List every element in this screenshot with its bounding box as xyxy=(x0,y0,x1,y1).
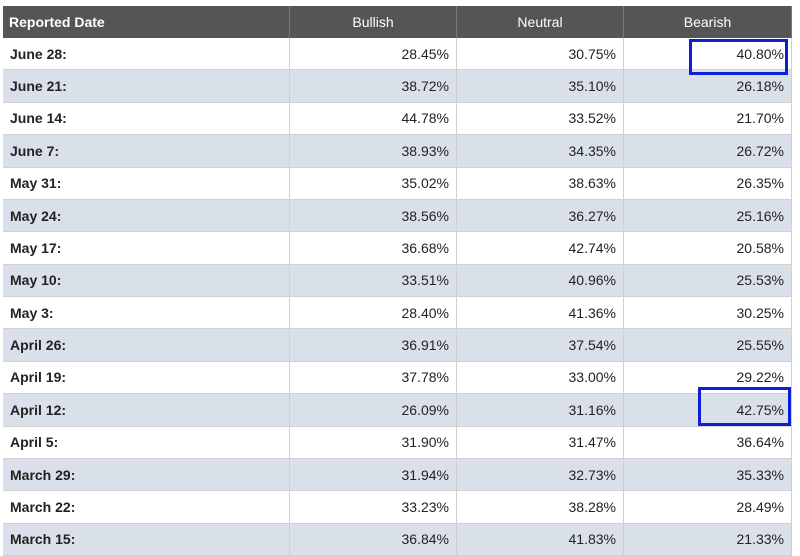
value-cell: 33.23% xyxy=(290,491,457,524)
value-cell: 38.63% xyxy=(457,167,624,200)
date-cell: June 14: xyxy=(3,102,290,136)
value-cell: 31.90% xyxy=(290,426,457,459)
value-cell: 35.10% xyxy=(457,70,624,103)
date-cell: May 24: xyxy=(3,199,290,233)
value-cell: 40.80% xyxy=(624,38,792,71)
value-cell: 44.78% xyxy=(290,102,457,136)
value-cell: 28.45% xyxy=(290,38,457,71)
value-cell: 26.18% xyxy=(624,70,792,103)
value-cell: 42.74% xyxy=(457,232,624,265)
date-cell: March 22: xyxy=(3,491,290,524)
date-cell: June 21: xyxy=(3,70,290,103)
value-cell: 35.02% xyxy=(290,167,457,200)
value-cell: 26.35% xyxy=(624,167,792,200)
value-cell: 30.75% xyxy=(457,38,624,71)
value-cell: 31.94% xyxy=(290,458,457,492)
value-cell: 32.73% xyxy=(457,458,624,492)
value-cell: 26.72% xyxy=(624,135,792,168)
value-cell: 20.58% xyxy=(624,232,792,265)
value-cell: 33.00% xyxy=(457,361,624,395)
header-cell: Bearish xyxy=(624,6,792,38)
value-cell: 38.93% xyxy=(290,135,457,168)
value-cell: 38.56% xyxy=(290,199,457,233)
value-cell: 26.09% xyxy=(290,394,457,427)
value-cell: 28.40% xyxy=(290,297,457,330)
value-cell: 25.55% xyxy=(624,329,792,362)
value-cell: 37.78% xyxy=(290,361,457,395)
date-cell: April 12: xyxy=(3,394,290,427)
value-cell: 36.91% xyxy=(290,329,457,362)
value-cell: 35.33% xyxy=(624,458,792,492)
date-cell: May 3: xyxy=(3,297,290,330)
date-cell: April 26: xyxy=(3,329,290,362)
value-cell: 37.54% xyxy=(457,329,624,362)
value-cell: 38.28% xyxy=(457,491,624,524)
date-cell: May 10: xyxy=(3,264,290,297)
value-cell: 36.68% xyxy=(290,232,457,265)
value-cell: 36.27% xyxy=(457,199,624,233)
value-cell: 30.25% xyxy=(624,297,792,330)
value-cell: 21.70% xyxy=(624,102,792,136)
sentiment-table: Reported Date Bullish Neutral Bearish June 2… xyxy=(3,6,792,556)
value-cell: 36.84% xyxy=(290,523,457,556)
value-cell: 36.64% xyxy=(624,426,792,459)
date-cell: April 19: xyxy=(3,361,290,395)
value-cell: 41.83% xyxy=(457,523,624,556)
value-cell: 28.49% xyxy=(624,491,792,524)
value-cell: 25.16% xyxy=(624,199,792,233)
header-cell: Bullish xyxy=(290,6,457,38)
value-cell: 42.75% xyxy=(624,394,792,427)
value-cell: 25.53% xyxy=(624,264,792,297)
date-cell: March 15: xyxy=(3,523,290,556)
date-cell: May 31: xyxy=(3,167,290,200)
value-cell: 34.35% xyxy=(457,135,624,168)
date-cell: June 7: xyxy=(3,135,290,168)
value-cell: 21.33% xyxy=(624,523,792,556)
highlight-box xyxy=(689,39,788,75)
value-cell: 31.16% xyxy=(457,394,624,427)
value-cell: 40.96% xyxy=(457,264,624,297)
value-cell: 41.36% xyxy=(457,297,624,330)
date-cell: April 5: xyxy=(3,426,290,459)
value-cell: 29.22% xyxy=(624,361,792,395)
date-cell: May 17: xyxy=(3,232,290,265)
value-cell: 33.51% xyxy=(290,264,457,297)
value-cell: 31.47% xyxy=(457,426,624,459)
date-cell: June 28: xyxy=(3,38,290,71)
date-cell: March 29: xyxy=(3,458,290,492)
header-cell: Reported Date xyxy=(3,6,290,38)
value-cell: 33.52% xyxy=(457,102,624,136)
header-cell: Neutral xyxy=(457,6,624,38)
value-cell: 38.72% xyxy=(290,70,457,103)
highlight-box xyxy=(698,387,791,426)
